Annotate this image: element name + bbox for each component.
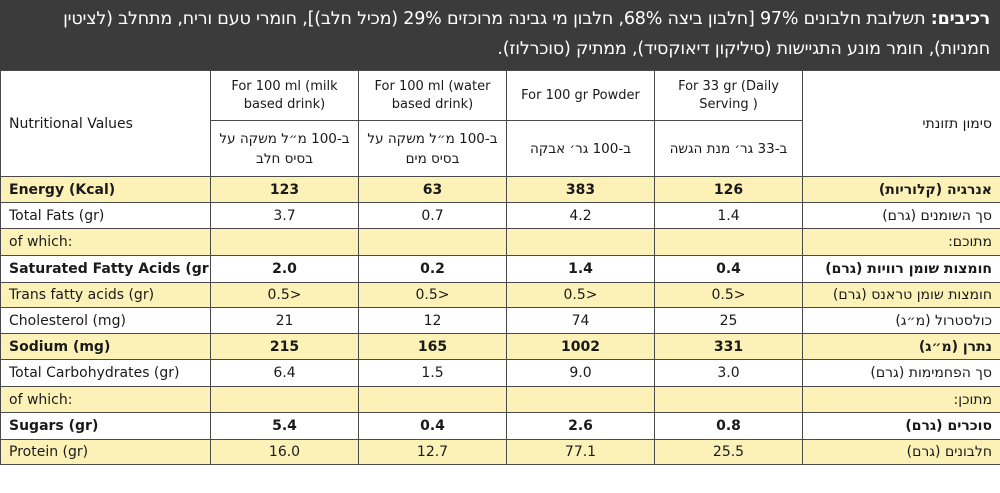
value-cell: 331 — [654, 333, 803, 360]
value-cell — [358, 228, 507, 256]
column-header-he: ב-100 גר׳ אבקה — [506, 120, 655, 177]
column-header-he: ב-100 מ״ל משקה על בסיס מים — [358, 120, 507, 177]
value-cell: 1002 — [506, 333, 655, 360]
value-cell: 3.7 — [210, 202, 359, 229]
row-label-he: אנרגיה (קלוריות) — [802, 176, 1000, 203]
ingredients-banner: רכיבים: תשלובת חלבונים 97% [חלבון ביצה 6… — [0, 0, 1000, 70]
value-cell — [506, 228, 655, 256]
value-cell: 1.4 — [654, 202, 803, 229]
value-cell: 9.0 — [506, 359, 655, 387]
row-label-en: Sugars (gr) — [0, 412, 211, 440]
value-cell: 0.7 — [358, 202, 507, 229]
column-header-en: For 100 gr Powder — [506, 70, 655, 121]
row-label-he: כולסטרול (מ״ג) — [802, 307, 1000, 334]
value-cell: 6.4 — [210, 359, 359, 387]
table-row: Energy (Kcal) 123 63 383 126 אנרגיה (קלוריות) — [0, 176, 1000, 203]
column-header-en: For 33 gr (Daily Serving ) — [654, 70, 803, 121]
value-cell: 25.5 — [654, 439, 803, 465]
ingredients-label: רכיבים: — [930, 9, 990, 29]
value-cell: 77.1 — [506, 439, 655, 465]
table-row: Saturated Fatty Acids (gr) 2.0 0.2 1.4 0.4 חו… — [0, 255, 1000, 283]
column-header-he: ב-100 מ״ל משקה על בסיס חלב — [210, 120, 359, 177]
value-cell: 0.8 — [654, 412, 803, 440]
value-cell: 3.0 — [654, 359, 803, 387]
row-label-en: Energy (Kcal) — [0, 176, 211, 203]
row-label-he: סך הפחמימות (גרם) — [802, 359, 1000, 387]
value-cell — [506, 386, 655, 413]
table-row: Cholesterol (mg) 21 12 74 25 כולסטרול (מ״ג) — [0, 307, 1000, 334]
value-cell: 74 — [506, 307, 655, 334]
value-cell: 165 — [358, 333, 507, 360]
table-row: Sugars (gr) 5.4 0.4 2.6 0.8 סוכרים (גרם) — [0, 412, 1000, 440]
row-label-he: סוכרים (גרם) — [802, 412, 1000, 440]
value-cell — [654, 386, 803, 413]
value-cell: 0.2 — [358, 255, 507, 283]
value-cell — [210, 228, 359, 256]
column-header-en: For 100 ml (water based drink) — [358, 70, 507, 121]
value-cell: 1.4 — [506, 255, 655, 283]
corner-en: Nutritional Values — [0, 70, 211, 177]
nutrition-table: Nutritional Values For 100 ml (milk based… — [0, 70, 1000, 465]
table-header-row-1: Nutritional Values For 100 ml (milk based… — [0, 70, 1000, 177]
row-label-en: Total Fats (gr) — [0, 202, 211, 229]
row-label-he: חומצות שומן טראנס (גרם) — [802, 282, 1000, 308]
row-label-he: נתרן (מ״ג) — [802, 333, 1000, 360]
value-cell: 215 — [210, 333, 359, 360]
value-cell — [654, 228, 803, 256]
corner-he: סימון תזונתי — [802, 70, 1000, 177]
column-header-en: For 100 ml (milk based drink) — [210, 70, 359, 121]
row-label-he: מתוכם: — [802, 228, 1000, 256]
value-cell: 63 — [358, 176, 507, 203]
table-row: Sodium (mg) 215 165 1002 331 נתרן (מ״ג) — [0, 333, 1000, 360]
value-cell: 2.6 — [506, 412, 655, 440]
column-header-he: ב-33 גר׳ מנת הגשה — [654, 120, 803, 177]
value-cell: 21 — [210, 307, 359, 334]
row-label-en: Cholesterol (mg) — [0, 307, 211, 334]
value-cell: 126 — [654, 176, 803, 203]
table-row: Total Carbohydrates (gr) 6.4 1.5 9.0 3.0 סך ה… — [0, 359, 1000, 387]
row-label-en: of which: — [0, 386, 211, 413]
table-row: Protein (gr) 16.0 12.7 77.1 25.5 חלבונים (גרם… — [0, 439, 1000, 465]
row-label-en: Sodium (mg) — [0, 333, 211, 360]
value-cell: 2.0 — [210, 255, 359, 283]
table-row: Trans fatty acids (gr) 0.5> 0.5> 0.5> 0.5> חו… — [0, 282, 1000, 308]
row-label-en: Protein (gr) — [0, 439, 211, 465]
value-cell: 0.4 — [654, 255, 803, 283]
value-cell: 12.7 — [358, 439, 507, 465]
value-cell: 12 — [358, 307, 507, 334]
row-label-he: סך השומנים (גרם) — [802, 202, 1000, 229]
row-label-en: Saturated Fatty Acids (gr) — [0, 255, 211, 283]
value-cell — [210, 386, 359, 413]
ingredients-text: תשלובת חלבונים 97% [חלבון ביצה 68%, חלבו… — [63, 9, 990, 59]
value-cell: 16.0 — [210, 439, 359, 465]
value-cell: 0.5> — [358, 282, 507, 308]
value-cell: 0.5> — [654, 282, 803, 308]
value-cell: 0.5> — [210, 282, 359, 308]
value-cell: 0.4 — [358, 412, 507, 440]
row-label-he: חומצות שומן רוויות (גרם) — [802, 255, 1000, 283]
value-cell: 1.5 — [358, 359, 507, 387]
value-cell — [358, 386, 507, 413]
table-row: of which: מתוכם: — [0, 228, 1000, 256]
value-cell: 25 — [654, 307, 803, 334]
value-cell: 4.2 — [506, 202, 655, 229]
value-cell: 123 — [210, 176, 359, 203]
row-label-en: Total Carbohydrates (gr) — [0, 359, 211, 387]
row-label-en: of which: — [0, 228, 211, 256]
table-row: of which: מתוכן: — [0, 386, 1000, 413]
row-label-en: Trans fatty acids (gr) — [0, 282, 211, 308]
value-cell: 383 — [506, 176, 655, 203]
value-cell: 0.5> — [506, 282, 655, 308]
row-label-he: מתוכן: — [802, 386, 1000, 413]
row-label-he: חלבונים (גרם) — [802, 439, 1000, 465]
table-row: Total Fats (gr) 3.7 0.7 4.2 1.4 סך השומנים (ג… — [0, 202, 1000, 229]
value-cell: 5.4 — [210, 412, 359, 440]
